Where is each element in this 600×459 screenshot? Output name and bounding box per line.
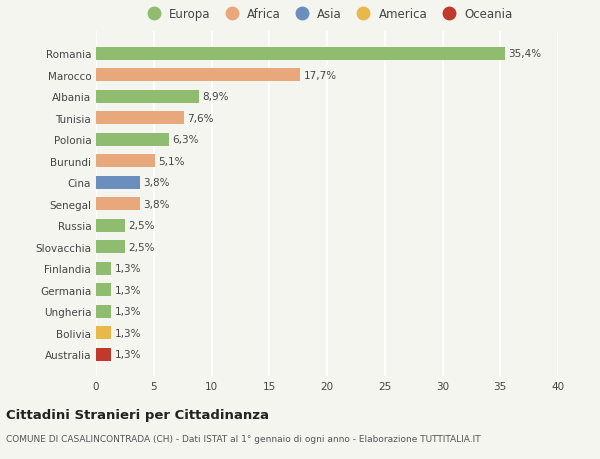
Bar xyxy=(96,176,140,189)
Bar xyxy=(96,48,505,61)
Bar xyxy=(96,305,111,318)
Text: 1,3%: 1,3% xyxy=(115,328,141,338)
Text: 1,3%: 1,3% xyxy=(115,307,141,316)
Text: 2,5%: 2,5% xyxy=(128,221,155,231)
Bar xyxy=(96,69,301,82)
Bar xyxy=(96,90,199,104)
Bar xyxy=(96,219,125,232)
Text: 35,4%: 35,4% xyxy=(508,49,541,59)
Text: 1,3%: 1,3% xyxy=(115,263,141,274)
Bar xyxy=(96,198,140,211)
Text: 8,9%: 8,9% xyxy=(202,92,229,102)
Text: 1,3%: 1,3% xyxy=(115,349,141,359)
Text: 17,7%: 17,7% xyxy=(304,71,337,81)
Text: COMUNE DI CASALINCONTRADA (CH) - Dati ISTAT al 1° gennaio di ogni anno - Elabora: COMUNE DI CASALINCONTRADA (CH) - Dati IS… xyxy=(6,434,481,442)
Bar xyxy=(96,155,155,168)
Bar xyxy=(96,241,125,253)
Bar xyxy=(96,284,111,297)
Text: 1,3%: 1,3% xyxy=(115,285,141,295)
Text: Cittadini Stranieri per Cittadinanza: Cittadini Stranieri per Cittadinanza xyxy=(6,408,269,421)
Bar xyxy=(96,112,184,125)
Bar xyxy=(96,348,111,361)
Bar xyxy=(96,326,111,339)
Text: 2,5%: 2,5% xyxy=(128,242,155,252)
Text: 5,1%: 5,1% xyxy=(158,157,185,166)
Text: 7,6%: 7,6% xyxy=(187,113,214,123)
Text: 6,3%: 6,3% xyxy=(172,135,199,145)
Bar xyxy=(96,262,111,275)
Text: 3,8%: 3,8% xyxy=(143,199,170,209)
Bar xyxy=(96,134,169,146)
Legend: Europa, Africa, Asia, America, Oceania: Europa, Africa, Asia, America, Oceania xyxy=(137,4,517,26)
Text: 3,8%: 3,8% xyxy=(143,178,170,188)
